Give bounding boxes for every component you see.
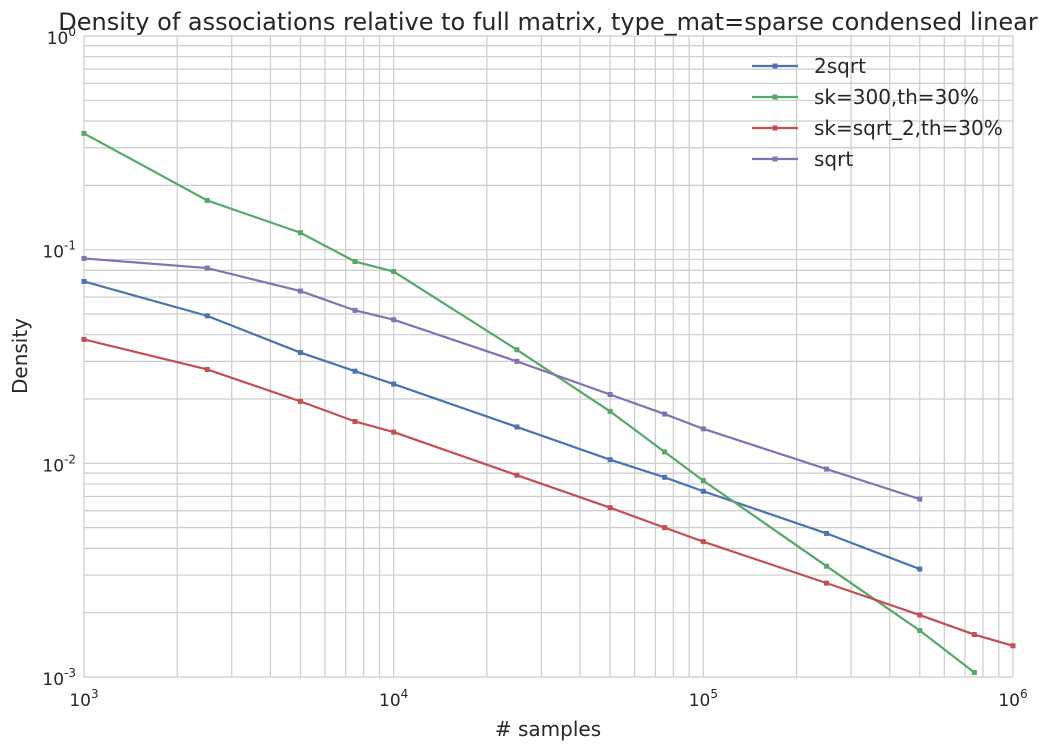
data-point [824,530,830,536]
data-point [391,381,397,387]
data-point [297,230,303,236]
data-point [662,525,668,531]
data-point [297,288,303,294]
data-point [204,366,210,372]
data-point [204,265,210,271]
data-point [824,563,830,569]
series-3 [81,336,1016,649]
legend-label: sk=sqrt_2,th=30% [814,116,1003,140]
data-point [514,347,520,353]
grid-lines [83,35,1014,678]
x-tick-label: 105 [689,687,718,711]
data-point [297,398,303,404]
legend-marker [772,63,778,69]
data-point [352,418,358,424]
data-point [514,472,520,478]
data-point [81,336,87,342]
data-point [607,391,613,397]
y-axis-ticks: 10-3 10-2 10-1 100 [42,25,76,690]
data-point [204,197,210,203]
data-point [700,478,706,484]
legend-label: sk=300,th=30% [814,85,979,109]
legend-item: sqrt [752,147,853,171]
data-point [971,632,977,638]
y-tick-label: 10-1 [42,239,76,263]
legend-marker [772,156,778,162]
x-axis-ticks: 103 104 105 106 [69,687,1027,711]
data-point [297,350,303,356]
data-point [1010,643,1016,649]
x-tick-label: 106 [998,687,1027,711]
data-point [607,408,613,414]
data-point [824,580,830,586]
data-point [700,539,706,545]
legend: 2sqrt sk=300,th=30% sk=sqrt_2,th=30%sqrt [752,54,1003,171]
x-tick-label: 103 [69,687,98,711]
data-point [607,505,613,511]
legend-item: sk=sqrt_2,th=30% [752,116,1003,140]
data-point [662,411,668,417]
plot-area [84,36,1013,677]
legend-label: sqrt [814,147,853,171]
data-point [700,488,706,494]
data-point [662,474,668,480]
data-point [81,130,87,136]
data-point [662,449,668,455]
y-axis-label: Density [8,318,32,394]
data-point [917,496,923,502]
data-point [917,628,923,634]
data-point [352,259,358,265]
data-point [352,307,358,313]
data-point [700,426,706,432]
data-point [607,457,613,463]
series-layer [81,130,1016,675]
data-point [917,612,923,618]
y-tick-label: 10-2 [42,452,76,476]
data-point [514,358,520,364]
data-point [391,429,397,435]
series-1 [81,278,923,572]
data-point [391,317,397,323]
data-point [204,313,210,319]
data-point [971,669,977,675]
data-point [824,466,830,472]
data-point [917,566,923,572]
legend-marker [772,125,778,131]
legend-item: sk=300,th=30% [752,85,979,109]
x-tick-label: 104 [379,687,408,711]
y-tick-label: 100 [47,25,76,49]
legend-marker [772,94,778,100]
data-point [352,368,358,374]
data-point [514,424,520,430]
data-point [81,278,87,284]
chart-title: Density of associations relative to full… [58,8,1038,36]
data-point [81,255,87,261]
series-4 [81,255,923,502]
x-axis-label: # samples [495,717,601,741]
series-2 [81,130,977,675]
y-tick-label: 10-3 [42,666,76,690]
series-line [83,132,975,674]
legend-label: 2sqrt [814,54,866,78]
legend-item: 2sqrt [752,54,866,78]
data-point [391,269,397,275]
